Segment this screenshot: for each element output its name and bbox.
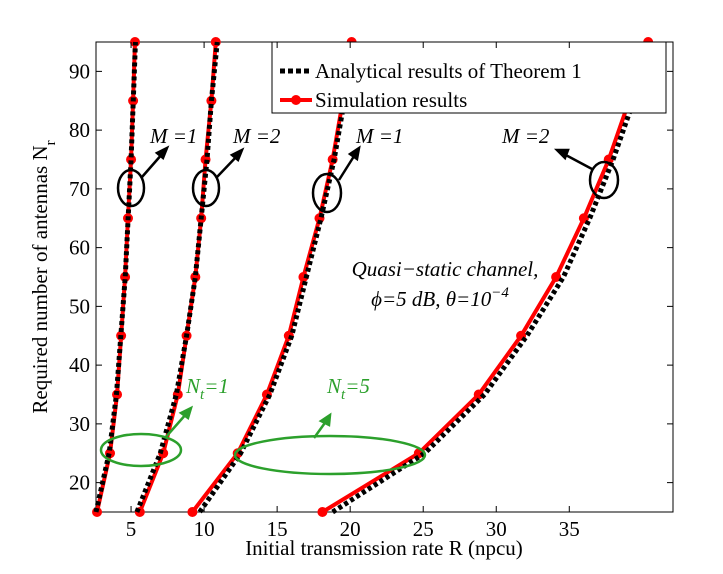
green-callouts [99,405,427,476]
y-tick-label: 60 [69,236,90,260]
y-tick-label: 70 [69,177,90,201]
x-tick-label: 10 [194,517,215,541]
legend-swatch [291,95,301,105]
annotation: Quasi−static channel, [352,257,539,281]
y-tick-label: 20 [69,471,90,495]
y-tick-label: 30 [69,412,90,436]
y-tick-label: 40 [69,353,90,377]
series-line [197,41,356,514]
y-axis-label: Required number of antennas Nr [28,140,59,413]
x-tick-label: 35 [559,517,580,541]
annotation: M =1 [355,124,403,148]
legend-label: Simulation results [315,88,467,112]
x-tick-label: 25 [413,517,434,541]
annotation: M =2 [501,124,550,148]
x-tick-label: 30 [486,517,507,541]
annotation: Nt=1 [185,374,229,403]
annotation: M =1 [149,124,197,148]
marker [187,507,198,517]
marker [551,272,562,282]
legend-label: Analytical results of Theorem 1 [315,59,582,83]
x-tick-label: 5 [126,517,137,541]
annotation: Nt=5 [326,374,370,403]
annotation: ϕ=5 dB, θ=10−4 [371,285,509,311]
x-tick-label: 15 [267,517,288,541]
marker [317,507,328,517]
series-line [134,41,220,513]
x-tick-label: 20 [340,517,361,541]
legend [271,41,667,114]
series-line [93,41,138,513]
callouts [116,145,620,214]
y-tick-label: 90 [69,59,90,83]
x-axis-label: Initial transmission rate R (npcu) [245,536,523,560]
y-tick-label: 80 [69,118,90,142]
annotation: M =2 [232,124,281,148]
marks [92,37,658,517]
y-tick-label: 50 [69,294,90,318]
marker [473,389,484,400]
